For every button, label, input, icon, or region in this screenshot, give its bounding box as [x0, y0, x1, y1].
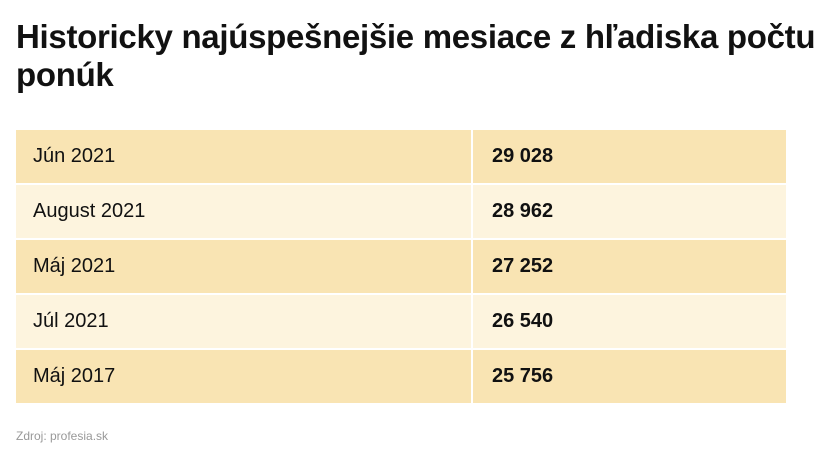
count-cell: 29 028 [473, 130, 786, 183]
table-body: Jún 2021 29 028 August 2021 28 962 Máj 2021 2… [16, 130, 786, 403]
ranking-table: Jún 2021 29 028 August 2021 28 962 Máj 2021 2… [16, 128, 786, 405]
month-cell: Júl 2021 [16, 295, 473, 348]
table-row: August 2021 28 962 [16, 185, 786, 238]
count-cell: 25 756 [473, 350, 786, 403]
table-row: Júl 2021 26 540 [16, 295, 786, 348]
month-cell: Máj 2017 [16, 350, 473, 403]
source: Zdroj: profesia.sk [16, 429, 109, 443]
count-cell: 26 540 [473, 295, 786, 348]
month-cell: Máj 2021 [16, 240, 473, 293]
table-row: Máj 2017 25 756 [16, 350, 786, 403]
table-row: Máj 2021 27 252 [16, 240, 786, 293]
month-cell: Jún 2021 [16, 130, 473, 183]
count-cell: 28 962 [473, 185, 786, 238]
table-row: Jún 2021 29 028 [16, 130, 786, 183]
count-cell: 27 252 [473, 240, 786, 293]
month-cell: August 2021 [16, 185, 473, 238]
title: Historicky najúspešnejšie mesiace z hľad… [16, 18, 816, 93]
